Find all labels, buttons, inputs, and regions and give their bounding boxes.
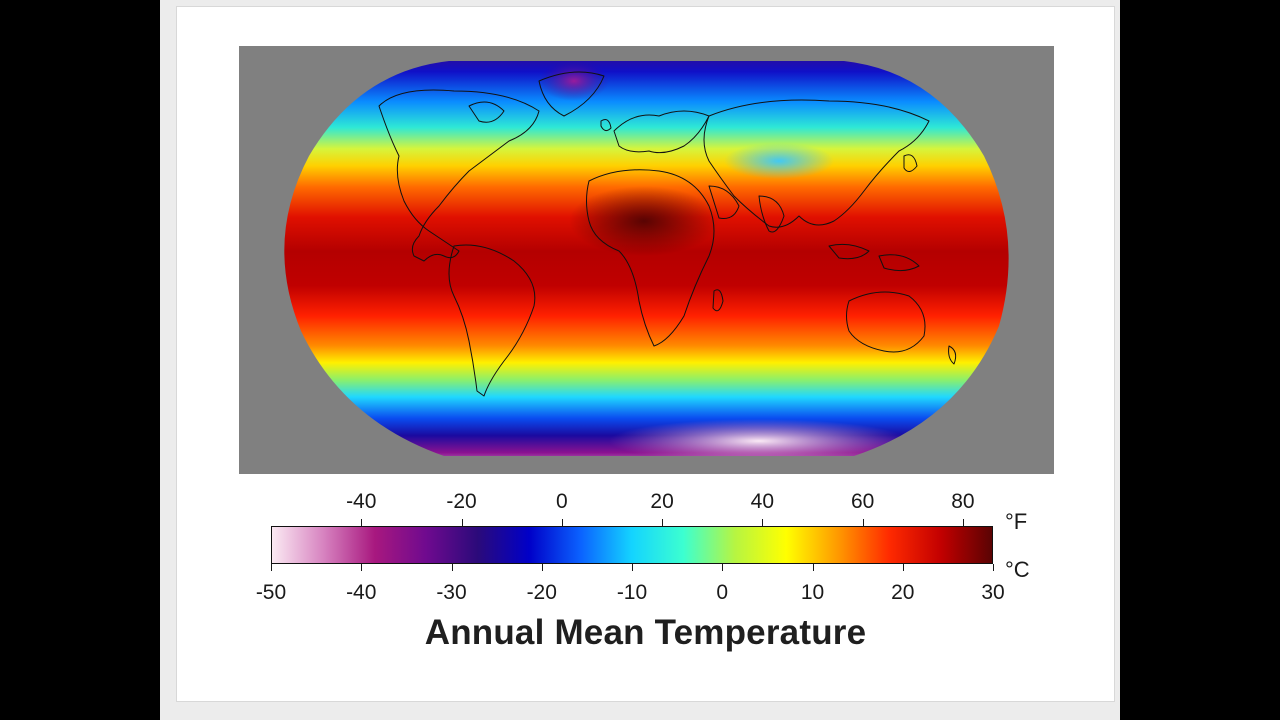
- fahrenheit-unit-label: °F: [1005, 509, 1028, 534]
- celsius-tick-mark: [812, 564, 814, 571]
- fahrenheit-tick-label: 80: [951, 490, 975, 513]
- celsius-tick-label: -30: [436, 581, 467, 604]
- fahrenheit-tick-label: 0: [555, 490, 568, 513]
- celsius-tick-label: 0: [716, 581, 729, 604]
- slide: °F °C -40 -20 0 20 40 60 80 -50 -40 -30 -20 -10 0 10 2…: [160, 0, 1120, 720]
- temperature-scale: °F °C -40 -20 0 20 40 60 80 -50 -40 -30 -20 -10 0 10 2…: [237, 485, 1037, 615]
- celsius-tick-mark: [271, 564, 272, 571]
- celsius-unit-label: °C: [1005, 557, 1030, 582]
- fahrenheit-tick-label: 20: [650, 490, 674, 513]
- celsius-tick-label: 20: [891, 581, 915, 604]
- celsius-tick-mark: [902, 564, 904, 571]
- celsius-tick-label: -50: [255, 581, 287, 604]
- fahrenheit-tick-mark: [461, 519, 463, 526]
- celsius-tick-mark: [993, 564, 994, 571]
- fahrenheit-tick-mark: [361, 519, 363, 526]
- fahrenheit-tick-mark: [962, 519, 964, 526]
- celsius-tick-mark: [451, 564, 453, 571]
- celsius-tick-label: 10: [800, 581, 825, 604]
- coastlines: [378, 71, 957, 397]
- temperature-colorbar: [271, 526, 993, 564]
- celsius-tick-label: -40: [346, 581, 377, 604]
- fahrenheit-tick-label: -20: [446, 490, 477, 513]
- fahrenheit-tick-mark: [762, 519, 764, 526]
- fahrenheit-tick-label: 40: [750, 490, 775, 513]
- fahrenheit-tick-mark: [561, 519, 563, 526]
- globe: [284, 61, 1009, 456]
- fahrenheit-tick-label: 60: [850, 490, 875, 513]
- celsius-tick-mark: [361, 564, 363, 571]
- celsius-tick-mark: [722, 564, 724, 571]
- celsius-tick-label: -20: [526, 581, 557, 604]
- figure-card: °F °C -40 -20 0 20 40 60 80 -50 -40 -30 -20 -10 0 10 2…: [176, 6, 1115, 702]
- celsius-tick-mark: [632, 564, 633, 571]
- fahrenheit-tick-label: -40: [346, 490, 377, 513]
- fahrenheit-tick-mark: [662, 519, 664, 526]
- celsius-tick-label: 30: [981, 581, 1005, 604]
- celsius-tick-label: -10: [616, 581, 648, 604]
- figure-title: Annual Mean Temperature: [424, 613, 867, 652]
- map-svg: [239, 46, 1054, 474]
- celsius-tick-mark: [541, 564, 543, 571]
- fahrenheit-tick-mark: [862, 519, 864, 526]
- world-temperature-map: [239, 46, 1054, 474]
